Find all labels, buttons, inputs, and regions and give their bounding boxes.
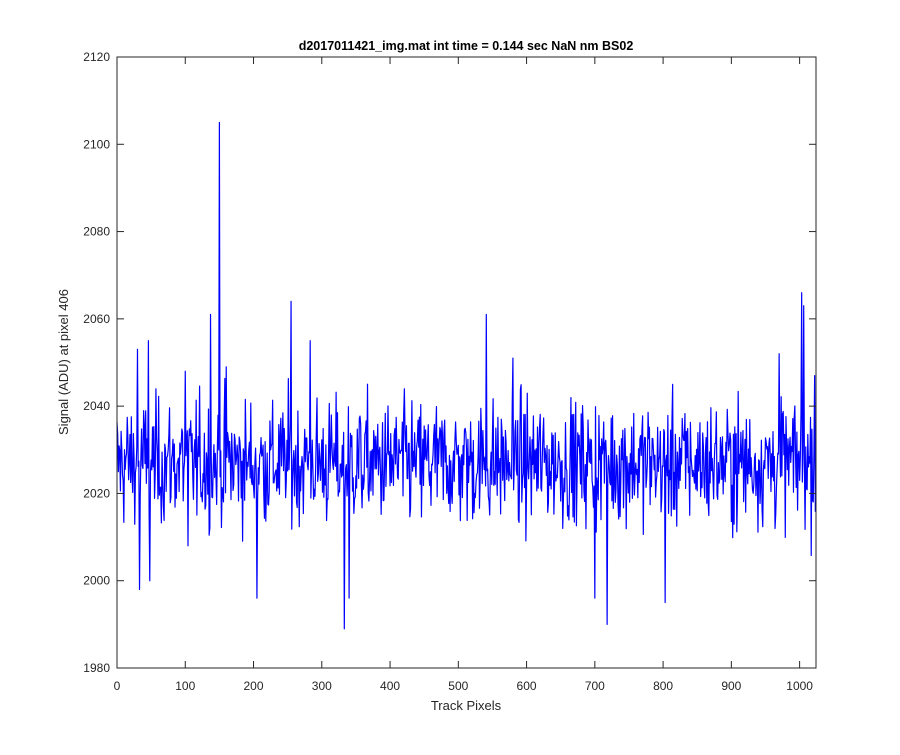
series-line <box>116 121 817 630</box>
x-axis-ticks: 0 100 200 300 400 500 600 700 800 900 1000 <box>114 57 813 693</box>
x-tick-label: 400 <box>380 679 400 693</box>
x-tick-label: 600 <box>517 679 537 693</box>
x-axis-label: Track Pixels <box>431 698 502 713</box>
x-tick-label: 800 <box>653 679 673 693</box>
y-tick-label: 2120 <box>83 50 110 64</box>
plot-area <box>117 57 816 668</box>
y-tick-label: 2100 <box>83 137 110 151</box>
x-tick-label: 900 <box>721 679 741 693</box>
axes-layer <box>116 56 817 669</box>
x-tick-label: 500 <box>448 679 468 693</box>
x-tick-label: 700 <box>585 679 605 693</box>
y-tick-label: 2020 <box>83 486 110 500</box>
x-tick-label: 0 <box>114 679 121 693</box>
x-tick-label: 300 <box>312 679 332 693</box>
y-axis-label: Signal (ADU) at pixel 406 <box>56 289 71 435</box>
y-axis-ticks: 1980 2000 2020 2040 2060 2080 2100 2120 <box>83 50 816 675</box>
axes-box <box>116 56 817 669</box>
chart-title: d2017011421_img.mat int time = 0.144 sec… <box>299 39 634 53</box>
x-tick-label: 1000 <box>786 679 813 693</box>
y-tick-label: 2060 <box>83 312 110 326</box>
x-tick-label: 200 <box>244 679 264 693</box>
y-tick-label: 2080 <box>83 225 110 239</box>
series-layer <box>116 121 817 630</box>
x-tick-label: 100 <box>175 679 195 693</box>
y-tick-label: 2040 <box>83 399 110 413</box>
y-tick-label: 1980 <box>83 661 110 675</box>
y-tick-label: 2000 <box>83 574 110 588</box>
